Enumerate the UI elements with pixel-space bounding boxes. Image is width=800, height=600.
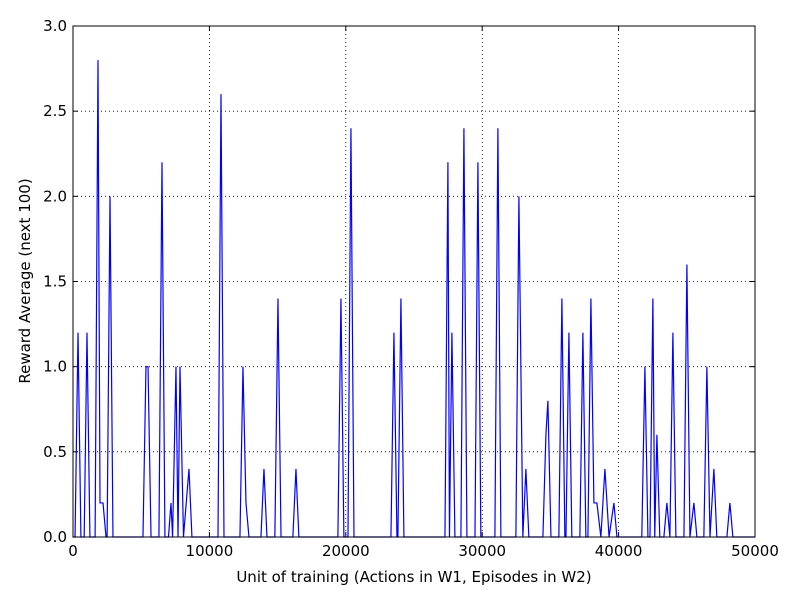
y-axis-label: Reward Average (next 100) [16, 178, 34, 383]
y-tick-label: 1.5 [43, 273, 67, 291]
x-tick-label: 30000 [458, 542, 506, 560]
y-tick-label: 0.0 [43, 528, 67, 546]
plot-frame [72, 25, 756, 538]
x-tick-label: 50000 [731, 542, 779, 560]
y-tick-label: 0.5 [43, 443, 67, 461]
y-tick-label: 1.0 [43, 358, 67, 376]
x-tick-label: 20000 [322, 542, 370, 560]
y-tick-label: 2.5 [43, 102, 67, 120]
y-tick-label: 2.0 [43, 187, 67, 205]
x-axis-label: Unit of training (Actions in W1, Episode… [236, 568, 591, 586]
x-tick-label: 40000 [595, 542, 643, 560]
x-tick-label: 10000 [186, 542, 234, 560]
x-tick-label: 0 [68, 542, 78, 560]
y-tick-label: 3.0 [43, 17, 67, 35]
